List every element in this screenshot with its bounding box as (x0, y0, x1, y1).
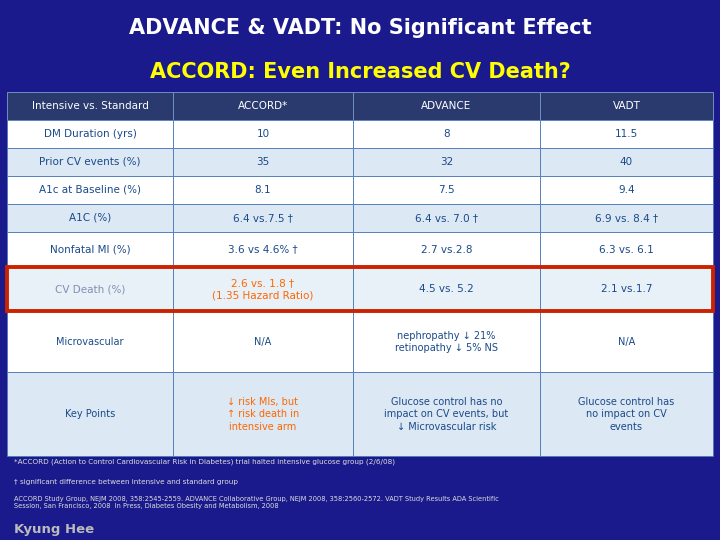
Text: † significant difference between intensive and standard group: † significant difference between intensi… (14, 479, 238, 485)
Bar (173, 148, 353, 176)
Text: nephropathy ↓ 21%
retinopathy ↓ 5% NS: nephropathy ↓ 21% retinopathy ↓ 5% NS (395, 330, 498, 353)
Bar (540, 204, 713, 232)
Text: 4.5 vs. 5.2: 4.5 vs. 5.2 (419, 284, 474, 294)
Text: Prior CV events (%): Prior CV events (%) (40, 157, 141, 167)
Bar (353, 372, 540, 456)
Bar (7, 204, 173, 232)
Text: 7.5: 7.5 (438, 185, 455, 195)
Text: VADT: VADT (613, 101, 640, 111)
Text: ACCORD: Even Increased CV Death?: ACCORD: Even Increased CV Death? (150, 62, 570, 82)
Text: A1c at Baseline (%): A1c at Baseline (%) (39, 185, 141, 195)
Text: A1C (%): A1C (%) (69, 213, 111, 223)
Text: CV Death (%): CV Death (%) (55, 284, 125, 294)
Text: 6.3 vs. 6.1: 6.3 vs. 6.1 (599, 245, 654, 254)
Bar (353, 267, 540, 312)
Bar (173, 312, 353, 372)
Bar (540, 120, 713, 148)
Bar (7, 148, 173, 176)
Text: DM Duration (yrs): DM Duration (yrs) (44, 129, 137, 139)
Text: Kyung Hee: Kyung Hee (14, 523, 94, 536)
Bar (173, 372, 353, 456)
Text: 2.1 vs.1.7: 2.1 vs.1.7 (600, 284, 652, 294)
Text: Key Points: Key Points (65, 409, 115, 419)
Bar (173, 120, 353, 148)
Bar (173, 267, 353, 312)
Text: N/A: N/A (254, 337, 271, 347)
Text: 6.9 vs. 8.4 †: 6.9 vs. 8.4 † (595, 213, 658, 223)
Bar (173, 92, 353, 120)
Text: Nonfatal MI (%): Nonfatal MI (%) (50, 245, 130, 254)
Text: 40: 40 (620, 157, 633, 167)
Text: 2.7 vs.2.8: 2.7 vs.2.8 (420, 245, 472, 254)
Text: ACCORD*: ACCORD* (238, 101, 288, 111)
Bar (7, 312, 173, 372)
Bar (7, 120, 173, 148)
Bar (353, 232, 540, 267)
Text: 10: 10 (256, 129, 269, 139)
Bar (7, 176, 173, 204)
Bar (353, 312, 540, 372)
Text: ACCORD Study Group, NEJM 2008, 358:2545-2559. ADVANCE Collaborative Group, NEJM : ACCORD Study Group, NEJM 2008, 358:2545-… (14, 496, 499, 509)
Bar (540, 312, 713, 372)
Text: 8: 8 (443, 129, 450, 139)
Bar (7, 232, 173, 267)
Text: 11.5: 11.5 (615, 129, 638, 139)
Bar (540, 92, 713, 120)
Bar (540, 267, 713, 312)
Bar (353, 120, 540, 148)
Text: Glucose control has
no impact on CV
events: Glucose control has no impact on CV even… (578, 397, 675, 431)
Text: 2.6 vs. 1.8 †
(1.35 Hazard Ratio): 2.6 vs. 1.8 † (1.35 Hazard Ratio) (212, 278, 314, 300)
Text: Glucose control has no
impact on CV events, but
↓ Microvascular risk: Glucose control has no impact on CV even… (384, 397, 508, 431)
Text: ↓ risk MIs, but
↑ risk death in
intensive arm: ↓ risk MIs, but ↑ risk death in intensiv… (227, 397, 299, 431)
Bar (173, 232, 353, 267)
Bar (353, 148, 540, 176)
Text: 35: 35 (256, 157, 269, 167)
Text: 3.6 vs 4.6% †: 3.6 vs 4.6% † (228, 245, 298, 254)
Text: 6.4 vs. 7.0 †: 6.4 vs. 7.0 † (415, 213, 478, 223)
Bar (353, 204, 540, 232)
Text: ADVANCE: ADVANCE (421, 101, 472, 111)
Bar (540, 176, 713, 204)
Bar (7, 267, 173, 312)
Bar (540, 232, 713, 267)
Text: ADVANCE & VADT: No Significant Effect: ADVANCE & VADT: No Significant Effect (129, 17, 591, 38)
Bar (173, 204, 353, 232)
Text: 9.4: 9.4 (618, 185, 634, 195)
Bar (353, 176, 540, 204)
Bar (7, 267, 713, 312)
Bar (173, 176, 353, 204)
Text: *ACCORD (Action to Control Cardiovascular Risk in Diabetes) trial halted intensi: *ACCORD (Action to Control Cardiovascula… (14, 459, 395, 465)
Text: N/A: N/A (618, 337, 635, 347)
Text: 6.4 vs.7.5 †: 6.4 vs.7.5 † (233, 213, 293, 223)
Bar (353, 92, 540, 120)
Text: Intensive vs. Standard: Intensive vs. Standard (32, 101, 148, 111)
Text: 32: 32 (440, 157, 453, 167)
Bar (7, 372, 173, 456)
Bar (540, 372, 713, 456)
Bar (540, 148, 713, 176)
Text: Microvascular: Microvascular (56, 337, 124, 347)
Bar (7, 92, 173, 120)
Text: 8.1: 8.1 (255, 185, 271, 195)
